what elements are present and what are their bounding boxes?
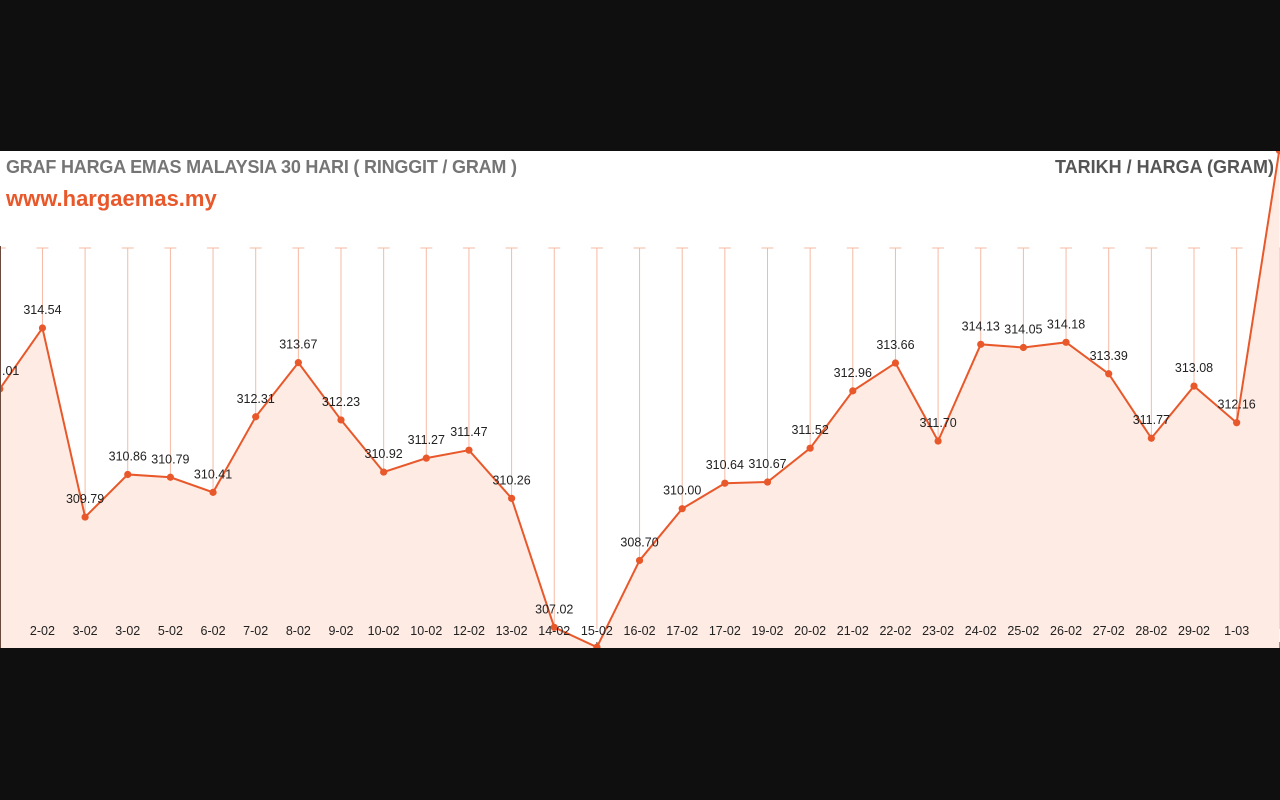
svg-text:313.66: 313.66 [876,338,914,352]
svg-text:13-02: 13-02 [496,624,528,638]
svg-text:.01: .01 [2,364,19,378]
x-axis-labels: 2-02 3-02 3-02 5-02 6-02 7-02 8-02 9-02 10-02 10-… [30,624,1249,638]
svg-text:25-02: 25-02 [1007,624,1039,638]
svg-text:310.00: 310.00 [663,484,701,498]
svg-text:8-02: 8-02 [286,624,311,638]
svg-text:14-02: 14-02 [538,624,570,638]
svg-text:2-02: 2-02 [30,624,55,638]
svg-text:310.41: 310.41 [194,467,232,481]
svg-text:7-02: 7-02 [243,624,268,638]
svg-text:314.05: 314.05 [1004,323,1042,337]
svg-text:21-02: 21-02 [837,624,869,638]
svg-text:23-02: 23-02 [922,624,954,638]
svg-text:312.96: 312.96 [834,366,872,380]
area-fill [0,151,1280,648]
site-link[interactable]: www.hargaemas.my [6,186,217,211]
svg-text:310.67: 310.67 [748,457,786,471]
svg-text:313.67: 313.67 [279,338,317,352]
svg-text:307.02: 307.02 [535,602,573,616]
svg-text:29-02: 29-02 [1178,624,1210,638]
svg-text:3-02: 3-02 [115,624,140,638]
svg-text:311.47: 311.47 [450,425,487,439]
svg-text:26-02: 26-02 [1050,624,1082,638]
svg-text:3-02: 3-02 [73,624,98,638]
svg-text:310.86: 310.86 [109,449,147,463]
svg-text:12-02: 12-02 [453,624,485,638]
svg-text:312.31: 312.31 [237,392,275,406]
svg-text:16-02: 16-02 [624,624,656,638]
svg-text:5-02: 5-02 [158,624,183,638]
svg-text:17-02: 17-02 [666,624,698,638]
svg-text:314.18: 314.18 [1047,317,1085,331]
svg-text:19-02: 19-02 [752,624,784,638]
chart-panel: .01 314.54 309.79 310.86 310.79 310.41 312.31 3… [0,151,1280,648]
svg-text:310.64: 310.64 [706,458,744,472]
svg-text:10-02: 10-02 [368,624,400,638]
price-chart: .01 314.54 309.79 310.86 310.79 310.41 312.31 3… [0,151,1280,648]
value-labels: .01 314.54 309.79 310.86 310.79 310.41 312.31 3… [2,303,1256,616]
svg-text:313.39: 313.39 [1090,349,1128,363]
svg-text:313.08: 313.08 [1175,361,1213,375]
svg-text:17-02: 17-02 [709,624,741,638]
svg-text:311.27: 311.27 [408,433,445,447]
svg-text:314.13: 314.13 [962,319,1000,333]
svg-text:312.23: 312.23 [322,395,360,409]
chart-title: GRAF HARGA EMAS MALAYSIA 30 HARI ( RINGG… [6,157,517,177]
data-points [0,151,1280,648]
svg-text:1-03: 1-03 [1224,624,1249,638]
svg-text:24-02: 24-02 [965,624,997,638]
svg-text:308.70: 308.70 [620,535,658,549]
svg-text:27-02: 27-02 [1093,624,1125,638]
svg-text:22-02: 22-02 [879,624,911,638]
svg-text:312.16: 312.16 [1218,398,1256,412]
svg-text:310.92: 310.92 [365,447,403,461]
svg-text:15-02: 15-02 [581,624,613,638]
svg-text:314.54: 314.54 [23,303,61,317]
svg-text:311.70: 311.70 [919,416,956,430]
svg-text:28-02: 28-02 [1135,624,1167,638]
legend-label: TARIKH / HARGA (GRAM) [1055,157,1274,177]
svg-text:10-02: 10-02 [410,624,442,638]
svg-text:310.79: 310.79 [151,452,189,466]
svg-text:311.77: 311.77 [1133,413,1170,427]
svg-text:9-02: 9-02 [328,624,353,638]
svg-text:311.52: 311.52 [791,423,828,437]
svg-text:20-02: 20-02 [794,624,826,638]
svg-text:310.26: 310.26 [492,473,530,487]
svg-text:6-02: 6-02 [201,624,226,638]
svg-text:309.79: 309.79 [66,492,104,506]
